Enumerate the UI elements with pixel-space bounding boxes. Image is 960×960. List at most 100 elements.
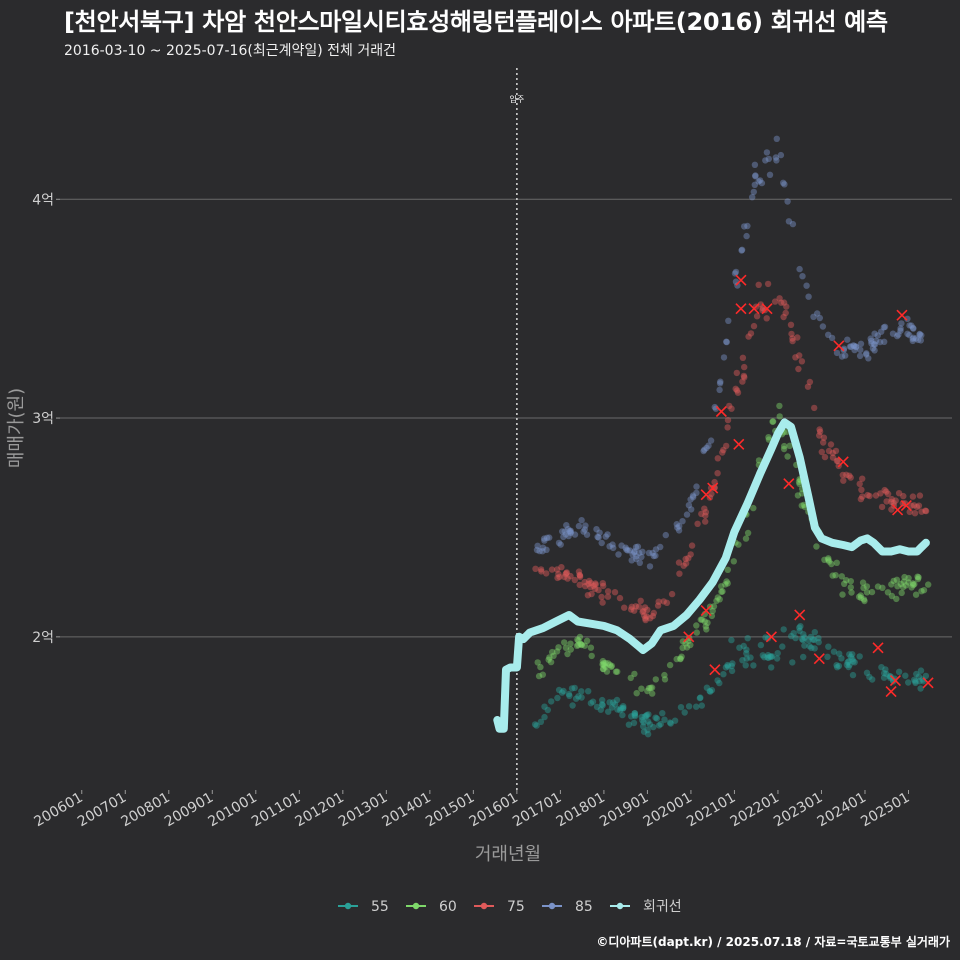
data-point-60 <box>868 588 876 596</box>
data-point-55 <box>799 636 807 644</box>
data-point-55 <box>655 722 663 729</box>
data-point-60 <box>914 575 922 583</box>
data-point-55 <box>850 658 857 665</box>
data-point-85 <box>582 522 589 529</box>
data-point-55 <box>825 643 832 650</box>
data-point-75 <box>708 490 715 498</box>
data-point-60 <box>833 559 840 566</box>
x-tick-label: 201301 <box>336 790 390 831</box>
data-point-85 <box>693 489 700 497</box>
data-point-55 <box>815 639 822 646</box>
data-point-55 <box>915 673 923 680</box>
y-axis-title: 매매가(원) <box>6 388 27 468</box>
x-tick-label: 201701 <box>510 790 564 831</box>
data-point-55 <box>747 654 754 661</box>
data-point-75 <box>816 432 823 439</box>
data-point-75 <box>888 506 895 513</box>
data-point-75 <box>832 447 840 455</box>
data-point-85 <box>805 293 812 300</box>
data-point-55 <box>743 646 750 653</box>
data-point-75 <box>782 309 789 317</box>
data-point-75 <box>820 434 828 441</box>
data-point-55 <box>599 696 606 704</box>
data-point-85 <box>602 533 609 540</box>
data-point-75 <box>641 604 649 611</box>
highlight-x-marker <box>709 664 721 676</box>
data-point-60 <box>912 591 920 598</box>
data-point-60 <box>769 418 777 425</box>
data-point-60 <box>848 589 855 596</box>
data-point-55 <box>789 659 796 666</box>
x-tick-label: 200701 <box>75 790 129 831</box>
data-point-75 <box>776 295 783 302</box>
data-point-85 <box>559 528 566 535</box>
data-point-55 <box>911 676 918 683</box>
data-point-85 <box>917 337 924 344</box>
data-point-75 <box>888 498 895 506</box>
data-point-60 <box>918 588 925 595</box>
data-point-55 <box>617 705 625 712</box>
data-point-85 <box>881 338 888 345</box>
data-point-60 <box>687 641 694 649</box>
data-point-55 <box>736 644 743 651</box>
data-point-60 <box>534 659 541 666</box>
chart-title: [천안서북구] 차암 천안스마일시티효성해링턴플레이스 아파트(2016) 회귀… <box>64 8 888 36</box>
data-point-85 <box>624 547 631 554</box>
data-point-60 <box>893 576 901 583</box>
data-point-55 <box>560 687 567 695</box>
data-point-85 <box>690 494 697 501</box>
data-point-85 <box>583 531 591 538</box>
data-point-55 <box>598 701 606 708</box>
data-point-85 <box>851 342 858 350</box>
data-point-85 <box>634 543 642 550</box>
data-point-60 <box>679 644 686 652</box>
data-point-60 <box>703 626 710 633</box>
data-point-75 <box>701 505 708 512</box>
data-point-75 <box>771 298 779 305</box>
data-point-55 <box>880 674 888 681</box>
data-point-60 <box>776 413 783 420</box>
data-point-75 <box>642 615 649 622</box>
data-point-75 <box>872 492 880 499</box>
data-point-75 <box>680 562 687 569</box>
data-point-60 <box>730 558 737 565</box>
data-point-75 <box>883 488 890 495</box>
data-point-55 <box>722 664 730 671</box>
data-point-75 <box>895 490 903 497</box>
data-point-75 <box>635 603 643 610</box>
data-point-85 <box>799 273 806 280</box>
legend-item-75: 75 <box>474 899 525 915</box>
data-point-75 <box>702 509 710 516</box>
data-point-85 <box>638 553 645 561</box>
move-in-marker: 입주 <box>510 68 524 790</box>
data-point-60 <box>606 661 614 668</box>
data-point-60 <box>786 442 793 449</box>
data-point-60 <box>697 616 704 623</box>
data-point-85 <box>765 155 772 163</box>
data-point-85 <box>909 335 916 343</box>
data-point-85 <box>916 330 923 338</box>
data-point-55 <box>605 708 612 715</box>
data-point-55 <box>640 719 647 726</box>
data-point-85 <box>777 151 785 159</box>
data-point-60 <box>612 668 620 675</box>
data-point-60 <box>890 577 897 585</box>
highlight-x-marker <box>707 482 719 494</box>
data-point-75 <box>856 480 863 488</box>
x-tick-label: 200901 <box>162 790 216 831</box>
data-point-85 <box>571 531 579 538</box>
data-point-60 <box>599 665 607 673</box>
legend-item-85: 85 <box>542 899 593 915</box>
data-point-55 <box>846 661 853 669</box>
data-point-55 <box>697 694 704 701</box>
data-point-55 <box>667 720 674 727</box>
data-point-60 <box>857 592 864 599</box>
data-point-75 <box>688 542 696 549</box>
data-point-85 <box>657 543 664 551</box>
highlight-x-marker <box>885 685 897 698</box>
data-point-75 <box>750 322 758 330</box>
data-point-85 <box>773 135 780 142</box>
data-point-85 <box>561 528 568 535</box>
data-point-75 <box>616 594 624 602</box>
data-point-85 <box>707 437 715 444</box>
